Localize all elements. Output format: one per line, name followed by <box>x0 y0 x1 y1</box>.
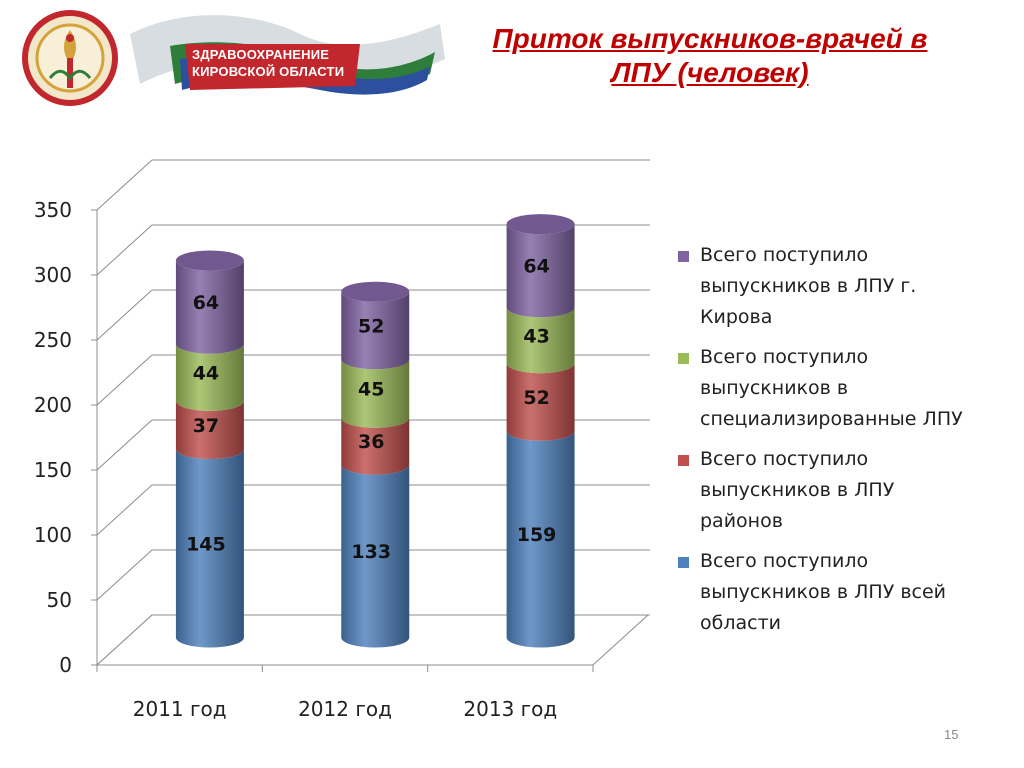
bar-1-series-2 <box>341 359 410 428</box>
data-labels: 145 37 44 64 133 36 45 52 159 52 43 64 <box>186 256 556 563</box>
y-tick-label-300: 300 <box>34 263 72 287</box>
bar-2-series-3 <box>506 224 575 318</box>
y-tick-label-150: 150 <box>34 458 72 482</box>
slide-title-line-2: ЛПУ (человек) <box>611 57 809 88</box>
slide-title: Приток выпускников-врачей в ЛПУ (человек… <box>440 22 980 90</box>
bar-top-cap-1 <box>341 281 410 302</box>
bars <box>175 214 575 648</box>
y-tick-label-250: 250 <box>34 328 72 352</box>
legend-label-line: выпускников в ЛПУ всей <box>700 581 947 603</box>
data-label-0-2: 44 <box>193 362 219 384</box>
data-label-2-2: 43 <box>523 325 549 347</box>
emblem-icon <box>22 10 118 106</box>
y-tick-label-200: 200 <box>34 393 72 417</box>
y-tick-label-50: 50 <box>47 588 72 612</box>
legend-item: Всего поступило выпускников в специализиро… <box>678 342 1018 435</box>
bar-1-series-1 <box>341 417 410 475</box>
legend-swatch <box>678 353 689 364</box>
legend-label-line: выпускников в <box>700 377 849 399</box>
data-label-1-0: 133 <box>351 541 391 563</box>
gridline-side-200 <box>96 354 153 406</box>
brand-line-2: КИРОВСКОЙ ОБЛАСТИ <box>192 64 345 79</box>
gridline-side-50 <box>96 549 153 601</box>
chart-legend: Всего поступило выпускников в ЛПУ г. Киров… <box>678 240 1018 648</box>
legend-label-line: выпускников в ЛПУ г. <box>700 275 917 297</box>
legend-item: Всего поступило выпускников в ЛПУ всей обл… <box>678 546 1018 639</box>
bar-0-series-1 <box>175 400 244 459</box>
legend-label-line: выпускников в ЛПУ <box>700 479 895 501</box>
gridline-side-100 <box>96 484 153 536</box>
bar-0-series-0 <box>175 449 244 648</box>
data-label-0-1: 37 <box>193 415 219 437</box>
gridline-side-350 <box>96 159 153 211</box>
x-tick-label-2: 2013 год <box>463 697 557 721</box>
bar-2-series-0 <box>506 430 575 648</box>
legend-item: Всего поступило выпускников в ЛПУ районов <box>678 444 1018 537</box>
stacked-bar-chart: 0 50 100 150 200 250 300 350 2011 год 2012 год 201… <box>34 159 650 721</box>
legend-label-line: специализированные ЛПУ <box>700 408 963 430</box>
slide-header: ЗДРАВООХРАНЕНИЕ КИРОВСКОЙ ОБЛАСТИ Приток… <box>0 0 1024 120</box>
gridline-side-300 <box>96 224 153 276</box>
bar-1-series-0 <box>341 464 410 648</box>
legend-label-line: Всего поступило <box>700 448 869 470</box>
slide-title-line-1: Приток выпускников-врачей в <box>492 23 928 54</box>
x-tick-label-0: 2011 год <box>133 697 227 721</box>
bar-2-series-2 <box>506 307 575 374</box>
y-tick-label-100: 100 <box>34 523 72 547</box>
bar-top-cap-0 <box>175 250 244 271</box>
brand-ribbon <box>130 15 445 95</box>
bar-0-series-2 <box>175 343 244 411</box>
data-label-1-3: 52 <box>358 316 384 338</box>
y-tick-label-350: 350 <box>34 198 72 222</box>
bar-0-series-3 <box>175 260 244 354</box>
gridline-side-150 <box>96 419 153 471</box>
page-number: 15 <box>944 727 959 742</box>
legend-label-line: Всего поступило <box>700 244 869 266</box>
data-label-0-0: 145 <box>186 533 226 555</box>
legend-swatch <box>678 251 689 262</box>
bar-1-series-3 <box>341 291 410 370</box>
data-label-0-3: 64 <box>193 292 219 314</box>
x-tick-label-1: 2012 год <box>298 697 392 721</box>
bar-2-series-1 <box>506 363 575 441</box>
data-label-1-1: 36 <box>358 431 384 453</box>
legend-label-line: районов <box>700 510 783 532</box>
legend-label-line: Кирова <box>700 306 773 328</box>
data-label-2-0: 159 <box>517 524 557 546</box>
y-tick-label-0: 0 <box>59 653 72 677</box>
legend-label-line: области <box>700 612 781 634</box>
bar-top-cap-2 <box>506 214 575 235</box>
legend-label-line: Всего поступило <box>700 346 869 368</box>
brand-text: ЗДРАВООХРАНЕНИЕ КИРОВСКОЙ ОБЛАСТИ <box>192 46 344 80</box>
legend-swatch <box>678 557 689 568</box>
legend-item: Всего поступило выпускников в ЛПУ г. Киров… <box>678 240 1018 333</box>
legend-label-line: Всего поступило <box>700 550 869 572</box>
data-label-2-1: 52 <box>523 387 549 409</box>
gridline-side-250 <box>96 289 153 341</box>
brand-line-1: ЗДРАВООХРАНЕНИЕ <box>192 47 330 62</box>
data-label-1-2: 45 <box>358 379 384 401</box>
data-label-2-3: 64 <box>523 256 549 278</box>
legend-swatch <box>678 455 689 466</box>
